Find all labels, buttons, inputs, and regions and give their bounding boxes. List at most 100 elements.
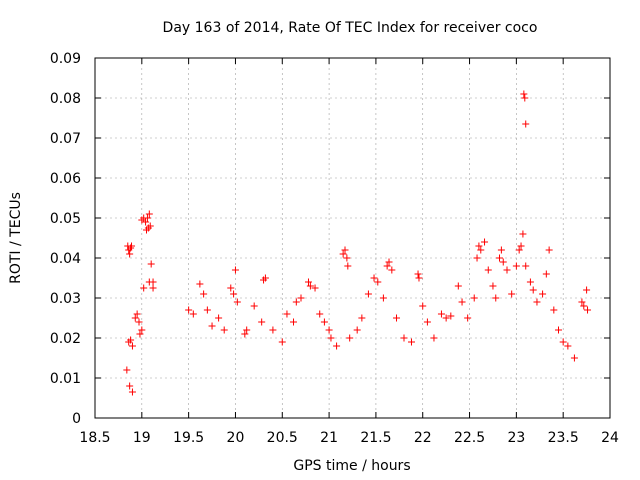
data-point: [442, 314, 450, 322]
data-point: [269, 326, 277, 334]
data-point: [149, 284, 157, 292]
data-point: [283, 310, 291, 318]
data-point: [140, 284, 148, 292]
data-point: [400, 334, 408, 342]
data-point: [241, 330, 249, 338]
data-point: [559, 338, 567, 346]
data-point: [128, 242, 136, 250]
plot-frame: [94, 57, 611, 419]
y-tick-label: 0.03: [50, 291, 81, 307]
data-point: [430, 334, 438, 342]
data-point: [475, 242, 483, 250]
x-tick-label: 19.5: [173, 430, 204, 446]
data-point: [344, 262, 352, 270]
data-point: [374, 278, 382, 286]
data-point: [555, 326, 562, 334]
data-point: [128, 388, 136, 396]
y-tick-label: 0.04: [50, 251, 81, 267]
y-tick-label: 0.01: [50, 371, 81, 387]
data-point: [215, 314, 223, 322]
data-point: [499, 258, 507, 266]
x-axis-label: GPS time / hours: [293, 458, 410, 474]
data-point: [539, 290, 547, 298]
data-point: [370, 274, 378, 282]
data-point: [297, 294, 305, 302]
data-point: [333, 342, 341, 350]
chart-title: Day 163 of 2014, Rate Of TEC Index for r…: [163, 20, 538, 36]
data-point: [385, 258, 393, 266]
data-point: [407, 338, 415, 346]
y-tick-label: 0.08: [50, 91, 81, 107]
data-point: [126, 250, 134, 258]
data-point: [489, 282, 497, 290]
data-point: [339, 250, 347, 258]
data-point: [131, 314, 139, 322]
data-point: [464, 314, 472, 322]
data-point: [519, 230, 527, 238]
data-point: [497, 246, 505, 254]
data-point: [481, 238, 489, 246]
data-point: [203, 306, 211, 314]
data-point: [477, 246, 485, 254]
grid: [95, 58, 610, 418]
data-point: [231, 266, 239, 274]
data-point: [542, 270, 550, 278]
data-point: [508, 290, 516, 298]
x-tick-label: 23: [507, 430, 525, 446]
x-tick-labels: 18.5 19 19.5 20 20.5 21 21.5 22 22.5 23 23.5 24: [79, 430, 619, 446]
y-tick-label: 0: [72, 411, 81, 427]
data-point: [320, 318, 328, 326]
x-tick-label: 22: [414, 430, 432, 446]
data-point: [522, 120, 530, 128]
data-point: [458, 298, 466, 306]
data-point: [230, 290, 238, 298]
data-point: [492, 294, 500, 302]
data-point: [454, 282, 462, 290]
data-point: [515, 246, 523, 254]
data-point: [149, 278, 157, 286]
x-tick-label: 22.5: [454, 430, 485, 446]
data-point: [415, 274, 423, 282]
data-point: [316, 310, 324, 318]
x-tick-label: 21: [320, 430, 338, 446]
data-point: [138, 326, 146, 334]
data-point: [393, 314, 401, 322]
x-tick-label: 21.5: [360, 430, 391, 446]
data-point: [133, 310, 141, 318]
data-point: [570, 354, 578, 362]
x-tick-label: 20.5: [267, 430, 298, 446]
data-point: [529, 286, 537, 294]
data-point: [292, 298, 300, 306]
data-point: [584, 306, 592, 314]
data-point: [290, 318, 298, 326]
y-tick-label: 0.07: [50, 131, 81, 147]
data-point: [423, 318, 431, 326]
data-point: [189, 310, 197, 318]
data-point: [196, 280, 204, 288]
data-points: [123, 90, 592, 396]
data-point: [346, 334, 354, 342]
data-point: [233, 298, 241, 306]
data-point: [503, 266, 511, 274]
data-point: [437, 310, 445, 318]
data-point: [533, 298, 541, 306]
data-point: [526, 278, 534, 286]
data-point: [200, 290, 208, 298]
data-point: [261, 274, 269, 282]
y-tick-label: 0.09: [50, 51, 81, 67]
data-point: [227, 284, 235, 292]
data-point: [364, 290, 372, 298]
data-point: [147, 260, 155, 268]
data-point: [578, 298, 586, 306]
data-point: [383, 262, 391, 270]
data-point: [388, 266, 396, 274]
data-point: [358, 314, 366, 322]
data-point: [126, 382, 134, 390]
x-tick-label: 20: [227, 430, 245, 446]
y-tick-label: 0.05: [50, 211, 81, 227]
x-tick-label: 19: [133, 430, 151, 446]
y-tick-label: 0.06: [50, 171, 81, 187]
data-point: [127, 336, 135, 344]
data-point: [327, 334, 335, 342]
